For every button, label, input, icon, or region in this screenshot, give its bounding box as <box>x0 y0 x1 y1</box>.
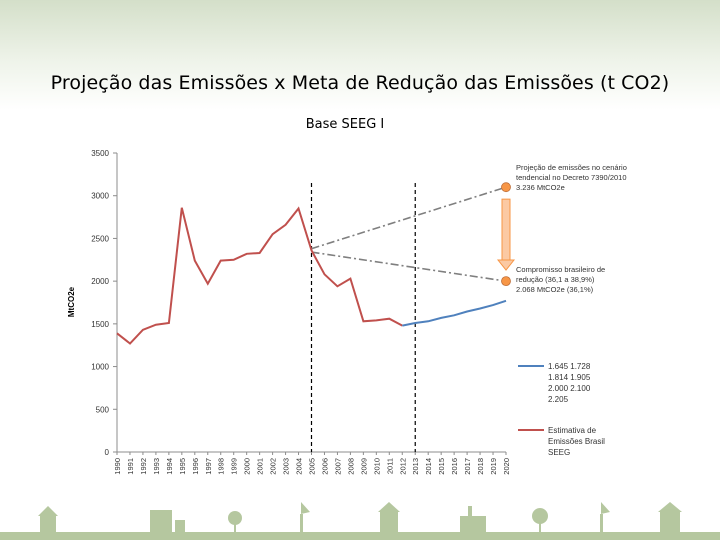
x-tick-label: 2002 <box>269 458 278 475</box>
legend-label: SEEG <box>548 448 570 457</box>
x-tick-label: 2010 <box>372 458 381 475</box>
x-tick-label: 1990 <box>113 458 122 475</box>
reduction-arrow-head <box>496 259 516 271</box>
series-line-1 <box>402 299 507 327</box>
y-tick-label: 1000 <box>91 363 109 372</box>
x-tick-label: 2018 <box>476 458 485 475</box>
legend-label: 2.000 2.100 <box>548 384 591 393</box>
x-tick-label: 1996 <box>191 458 200 475</box>
x-tick-label: 1997 <box>204 458 213 475</box>
chart-subtitle: Base SEEG I <box>305 117 385 132</box>
legend-label: 2.205 <box>548 395 569 404</box>
y-tick-label: 2500 <box>91 234 109 243</box>
x-tick-label: 2007 <box>333 458 342 475</box>
target-marker <box>501 276 511 287</box>
series-line-0 <box>116 206 403 345</box>
x-tick-label: 1993 <box>152 458 161 475</box>
annotation-text: Compromisso brasileiro de <box>516 265 605 274</box>
x-tick-label: 1992 <box>139 458 148 475</box>
x-tick-label: 2006 <box>320 458 329 475</box>
reduction-arrow-shaft <box>501 198 511 261</box>
x-tick-label: 2019 <box>489 458 498 475</box>
projection-line <box>311 186 507 250</box>
page-title: Projeção das Emissões x Meta de Redução … <box>50 72 670 94</box>
x-tick-label: 2000 <box>243 458 252 475</box>
annotation-text: Projeção de emissões no cenário <box>516 163 627 172</box>
x-tick-label: 2020 <box>502 458 511 475</box>
x-tick-label: 1998 <box>217 458 226 475</box>
x-tick-label: 1999 <box>230 458 239 475</box>
x-tick-label: 2011 <box>385 458 394 474</box>
x-tick-label: 2015 <box>437 458 446 475</box>
x-tick-label: 2009 <box>359 458 368 475</box>
y-tick-label: 500 <box>96 405 110 414</box>
annotation-text: 2.068 MtCO2e (36,1%) <box>516 285 594 294</box>
x-tick-label: 2016 <box>450 458 459 475</box>
x-tick-label: 1994 <box>165 458 174 475</box>
x-tick-label: 2014 <box>424 458 433 475</box>
footer-decoration <box>0 502 720 540</box>
target-marker <box>501 182 511 193</box>
legend-label: 1.645 1.728 <box>548 362 591 371</box>
x-tick-label: 2008 <box>346 458 355 475</box>
annotation-text: 3.236 MtCO2e <box>516 183 565 192</box>
legend-label: Estimativa de <box>548 426 597 435</box>
annotation-text: tendencial no Decreto 7390/2010 <box>516 173 627 182</box>
x-tick-label: 2012 <box>398 458 407 475</box>
emissions-chart: 0 500 1000 1500 2000 2500 3000 3500 MtCO2e 1990 19… <box>67 149 627 475</box>
x-tick-label: 2001 <box>256 458 265 475</box>
legend-label: 1.814 1.905 <box>548 373 591 382</box>
x-tick-label: 1991 <box>126 458 135 475</box>
y-tick-label: 2000 <box>91 277 109 286</box>
y-axis-label: MtCO2e <box>67 286 76 317</box>
x-tick-label: 1995 <box>178 458 187 475</box>
x-tick-label: 2013 <box>411 458 420 475</box>
x-tick-label: 2004 <box>295 458 304 475</box>
y-tick-label: 3500 <box>91 149 109 158</box>
x-tick-label: 2005 <box>308 458 317 475</box>
y-tick-label: 3000 <box>91 192 109 201</box>
x-tick-label: 2003 <box>282 458 291 475</box>
projection-line <box>311 251 507 282</box>
x-tick-label: 2017 <box>463 458 472 475</box>
annotation-text: redução (36,1 a 38,9%) <box>516 275 595 284</box>
y-tick-label: 0 <box>105 448 110 457</box>
y-tick-label: 1500 <box>91 320 109 329</box>
legend-label: Emissões Brasil <box>548 437 605 446</box>
